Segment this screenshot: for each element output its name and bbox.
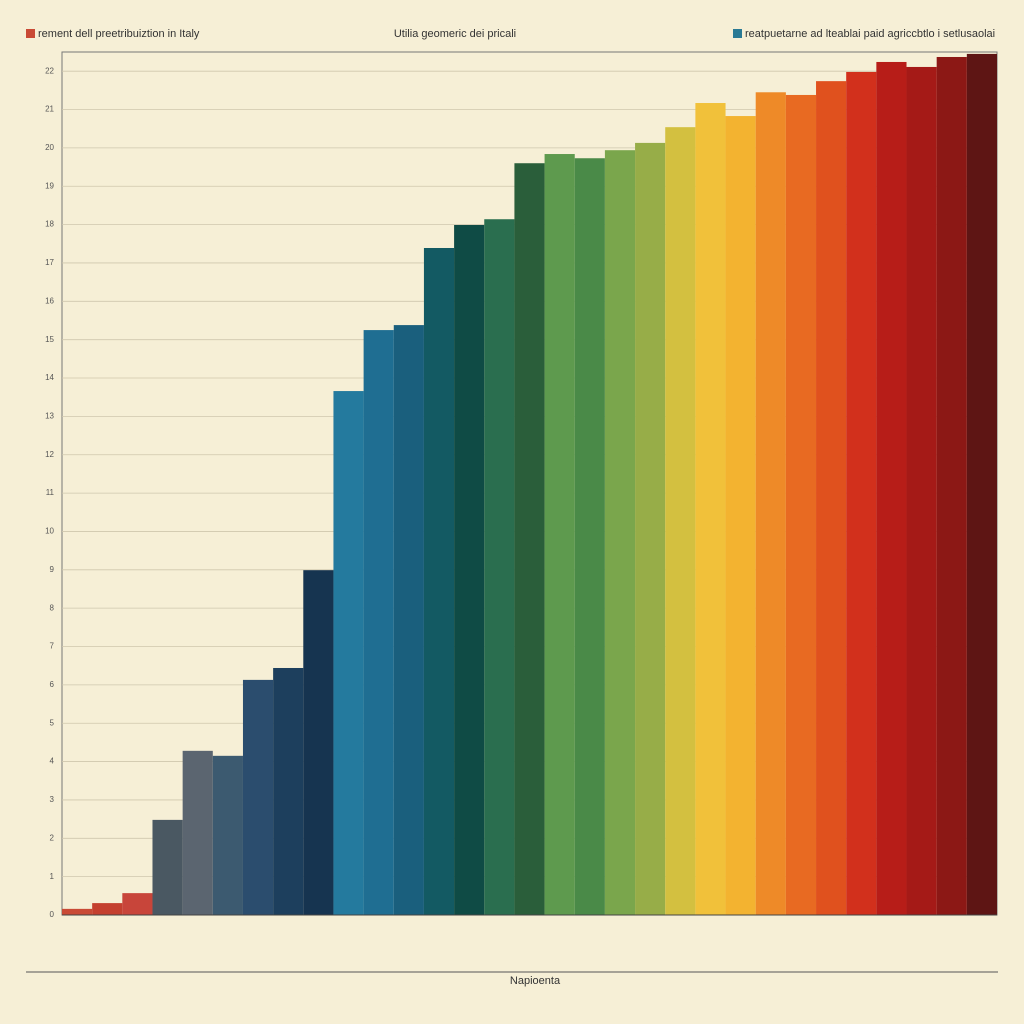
y-tick-label: 9	[50, 565, 55, 574]
bar	[846, 71, 877, 915]
bar	[695, 103, 726, 916]
y-tick-label: 17	[45, 258, 54, 267]
bar	[725, 116, 756, 916]
bar	[212, 755, 243, 915]
bar	[755, 92, 786, 916]
y-tick-label: 12	[45, 450, 54, 459]
bar	[876, 61, 907, 916]
bar	[363, 330, 394, 916]
legend-label: rement dell preetribuiztion in Italy	[38, 28, 200, 40]
y-tick-label: 13	[45, 411, 54, 420]
legend-swatch	[733, 29, 742, 38]
bar	[966, 53, 997, 915]
y-tick-label: 19	[45, 181, 54, 190]
y-tick-label: 5	[50, 718, 55, 727]
bar	[92, 903, 123, 915]
bar	[273, 667, 304, 915]
y-tick-label: 18	[45, 220, 54, 229]
bar	[182, 750, 213, 915]
bar	[393, 325, 424, 915]
y-tick-label: 15	[45, 335, 54, 344]
y-tick-label: 14	[45, 373, 54, 382]
bar	[122, 893, 153, 915]
bar	[635, 142, 666, 916]
x-axis-label: Napioenta	[510, 975, 561, 987]
legend-swatch	[26, 29, 35, 38]
y-tick-label: 22	[45, 66, 54, 75]
bar	[906, 66, 937, 915]
y-tick-label: 11	[46, 488, 55, 497]
bar	[604, 150, 636, 916]
bar	[303, 570, 334, 915]
legend-label: reatpuetarne ad lteablai paid agriccbtlo…	[745, 28, 995, 40]
bar	[514, 163, 545, 916]
bar	[574, 158, 605, 916]
bar	[936, 56, 967, 916]
bar	[484, 219, 515, 915]
y-tick-label: 1	[50, 872, 55, 881]
y-tick-label: 7	[50, 642, 55, 651]
bar	[423, 247, 455, 915]
y-tick-label: 10	[45, 527, 54, 536]
chart-title: Utilia geomeric dei pricali	[394, 28, 516, 40]
bar	[242, 679, 274, 915]
y-tick-label: 16	[45, 296, 54, 305]
bar	[152, 819, 183, 915]
y-tick-label: 21	[45, 105, 54, 114]
bar	[816, 81, 847, 916]
bar	[665, 127, 696, 916]
bar	[62, 908, 93, 915]
y-tick-label: 6	[50, 680, 55, 689]
bar	[785, 94, 817, 915]
y-tick-label: 0	[50, 910, 55, 919]
bar	[333, 391, 364, 915]
y-tick-label: 4	[50, 757, 55, 766]
y-tick-label: 3	[50, 795, 55, 804]
y-tick-label: 20	[45, 143, 54, 152]
bar	[544, 154, 575, 916]
y-tick-label: 8	[50, 603, 55, 612]
y-tick-label: 2	[50, 833, 55, 842]
bar	[454, 224, 485, 916]
